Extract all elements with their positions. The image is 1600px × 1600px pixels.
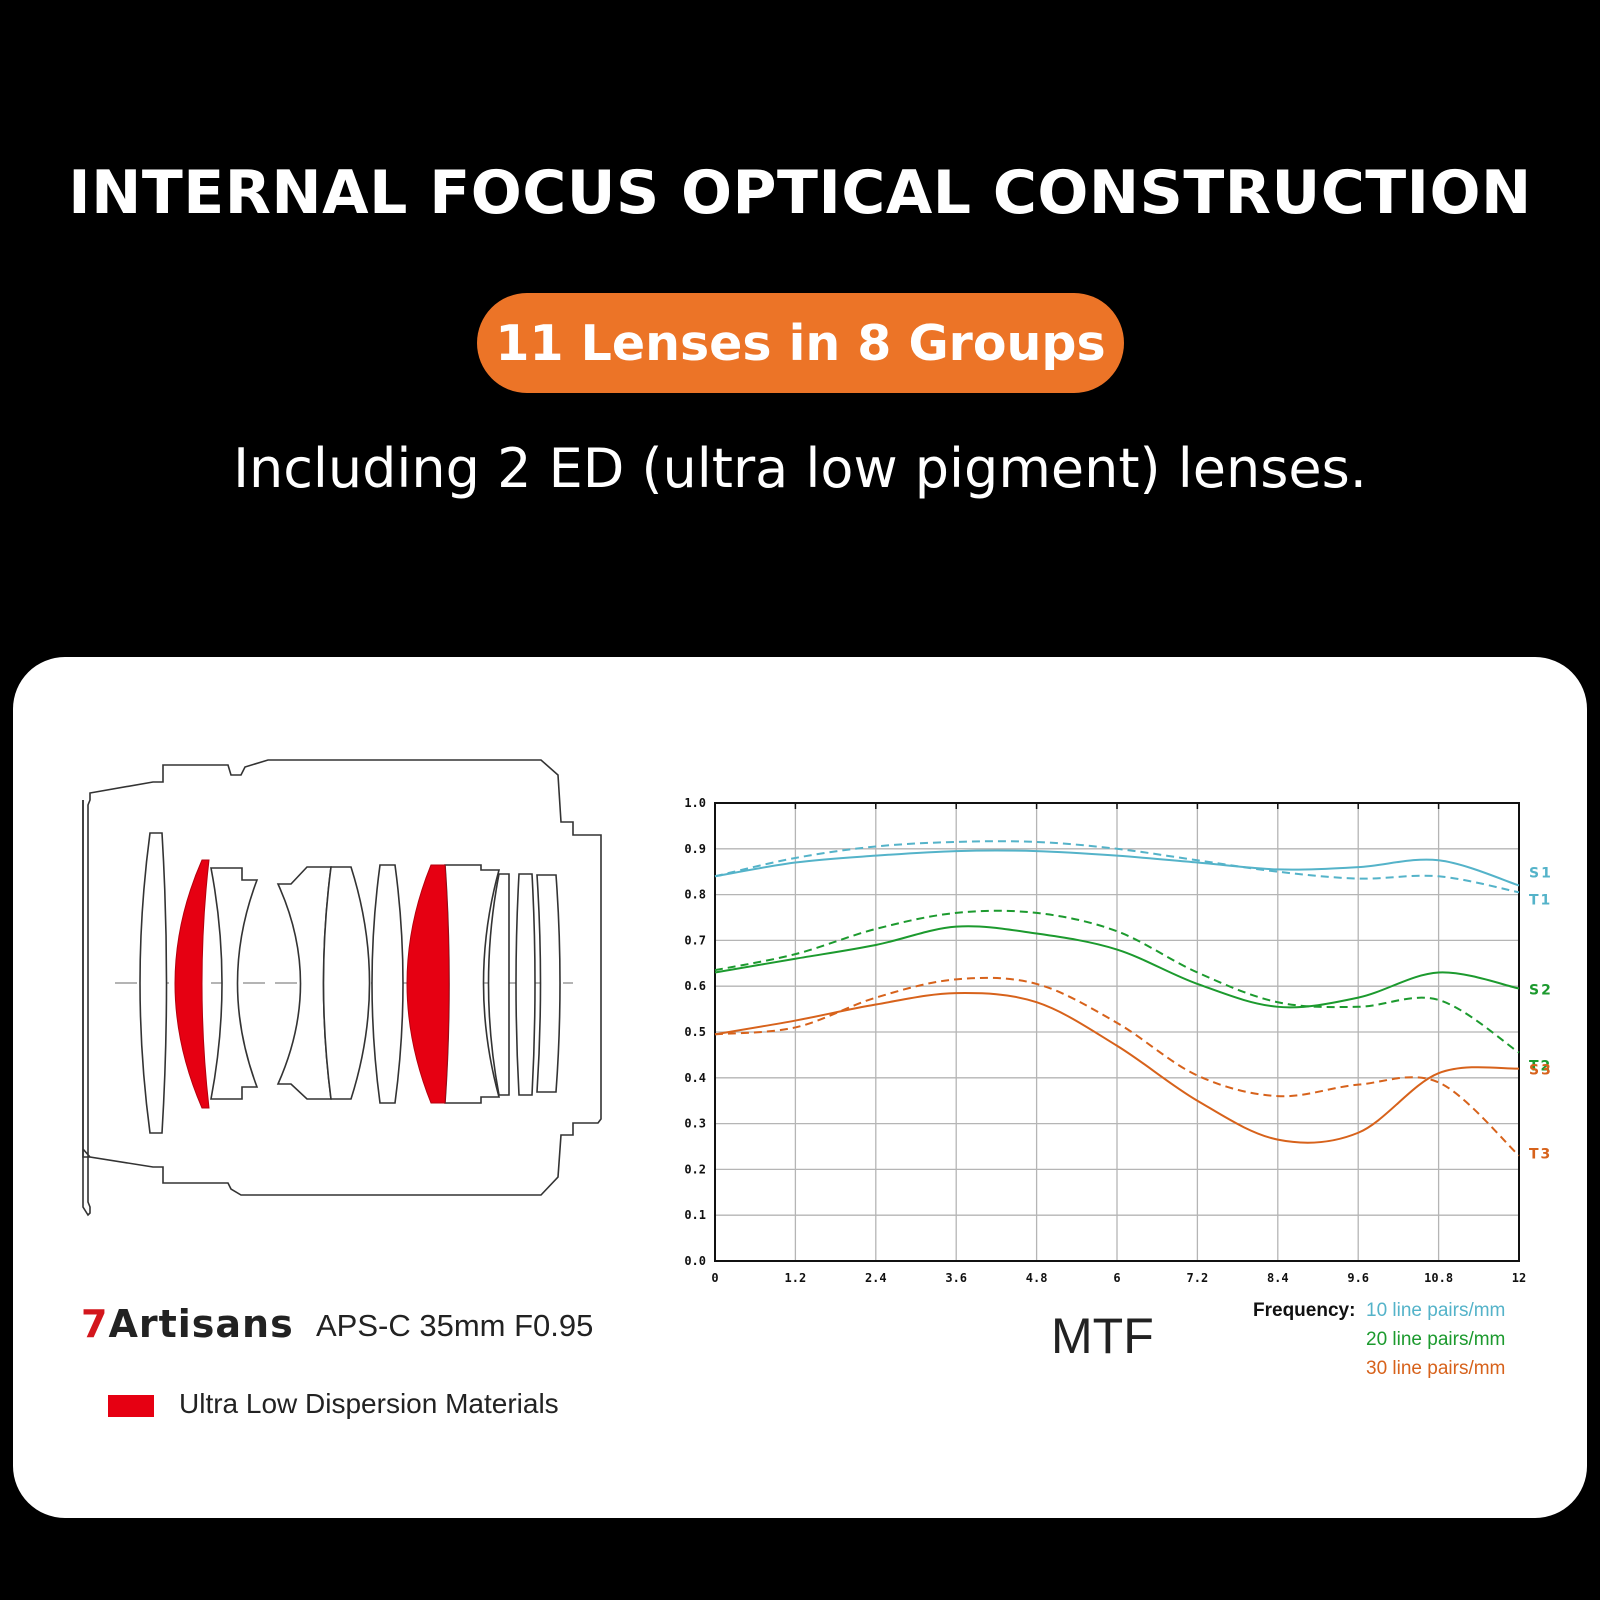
series-label-t2: T2 — [1529, 1059, 1552, 1075]
y-tick-label: 0.5 — [684, 1025, 706, 1039]
card-graphics: 0 1.2 2.4 3.6 4.8 6 7.2 8.4 9.6 10.8 12 0.0 0.1 0.2 0.… — [82, 759, 1553, 1285]
info-card: 0 1.2 2.4 3.6 4.8 6 7.2 8.4 9.6 10.8 12 0.0 0.1 0.2 0.… — [13, 657, 1587, 1518]
lens-element-3 — [210, 867, 259, 1100]
y-tick-label: 0.7 — [684, 933, 706, 947]
series-line-s1 — [714, 849, 1520, 887]
series-line-t3 — [714, 976, 1520, 1157]
x-tick-label: 3.6 — [945, 1271, 967, 1285]
x-tick-label: 12 — [1512, 1271, 1526, 1285]
ed-lens-elements — [174, 859, 450, 1109]
lens-elements — [139, 832, 561, 1134]
lens-element-6 — [371, 864, 404, 1104]
y-tick-label: 0.8 — [684, 888, 706, 902]
lens-count-badge: 11 Lenses in 8 Groups — [477, 293, 1124, 393]
brand-logo-seven: 7 — [81, 1302, 109, 1346]
series-label-t3: T3 — [1529, 1147, 1552, 1163]
series-line-t1 — [714, 840, 1520, 894]
series-line-t2 — [714, 909, 1520, 1054]
series-label-s3: S3 — [1529, 1063, 1553, 1079]
series-label-t1: T1 — [1529, 892, 1552, 908]
brand-logo-text: Artisans — [108, 1302, 294, 1346]
ed-legend-swatch — [108, 1395, 154, 1417]
lens-element-1 — [139, 832, 168, 1134]
ed-lens-element-2 — [174, 859, 210, 1109]
frequency-label: Frequency: — [1253, 1300, 1356, 1321]
y-tick-label: 0.9 — [684, 842, 706, 856]
x-tick-label: 2.4 — [865, 1271, 887, 1285]
y-tick-label: 0.3 — [684, 1117, 706, 1131]
x-tick-label: 10.8 — [1424, 1271, 1453, 1285]
series-line-s3 — [714, 991, 1520, 1144]
chart-title: MTF — [1051, 1308, 1154, 1364]
x-tick-label: 0 — [711, 1271, 718, 1285]
x-tick-label: 7.2 — [1187, 1271, 1209, 1285]
y-tick-label: 0.4 — [684, 1071, 706, 1085]
mtf-chart: 0 1.2 2.4 3.6 4.8 6 7.2 8.4 9.6 10.8 12 0.0 0.1 0.2 0.… — [684, 796, 1553, 1285]
frequency-30-label: 30 line pairs/mm — [1366, 1358, 1506, 1379]
frequency-10-label: 10 line pairs/mm — [1366, 1300, 1506, 1321]
x-tick-label: 9.6 — [1347, 1271, 1369, 1285]
page-subtitle: Including 2 ED (ultra low pigment) lense… — [233, 437, 1367, 500]
x-tick-label: 4.8 — [1026, 1271, 1048, 1285]
ed-lens-element-7 — [406, 864, 450, 1104]
brand-logo: 7Artisans — [81, 1302, 294, 1346]
series-label-s2: S2 — [1529, 982, 1553, 998]
x-tick-label: 1.2 — [785, 1271, 807, 1285]
y-tick-label: 0.0 — [684, 1254, 706, 1268]
x-tick-label: 8.4 — [1267, 1271, 1289, 1285]
x-tick-label: 6 — [1113, 1271, 1120, 1285]
ed-legend-label: Ultra Low Dispersion Materials — [179, 1388, 559, 1419]
lens-count-badge-label: 11 Lenses in 8 Groups — [495, 314, 1106, 372]
series-label-s1: S1 — [1529, 865, 1553, 881]
y-tick-label: 1.0 — [684, 796, 706, 810]
frequency-20-label: 20 line pairs/mm — [1366, 1329, 1506, 1350]
lens-element-5 — [322, 866, 371, 1100]
lens-barrel-outline — [82, 759, 602, 1217]
series-line-s2 — [714, 925, 1520, 1009]
lens-element-9 — [487, 873, 510, 1096]
lens-element-10 — [515, 873, 536, 1096]
y-tick-label: 0.1 — [684, 1208, 706, 1222]
page-title: INTERNAL FOCUS OPTICAL CONSTRUCTION — [68, 158, 1532, 228]
y-tick-label: 0.6 — [684, 979, 706, 993]
lens-element-11 — [536, 874, 561, 1093]
y-tick-label: 0.2 — [684, 1162, 706, 1176]
model-name: APS-C 35mm F0.95 — [316, 1308, 594, 1343]
